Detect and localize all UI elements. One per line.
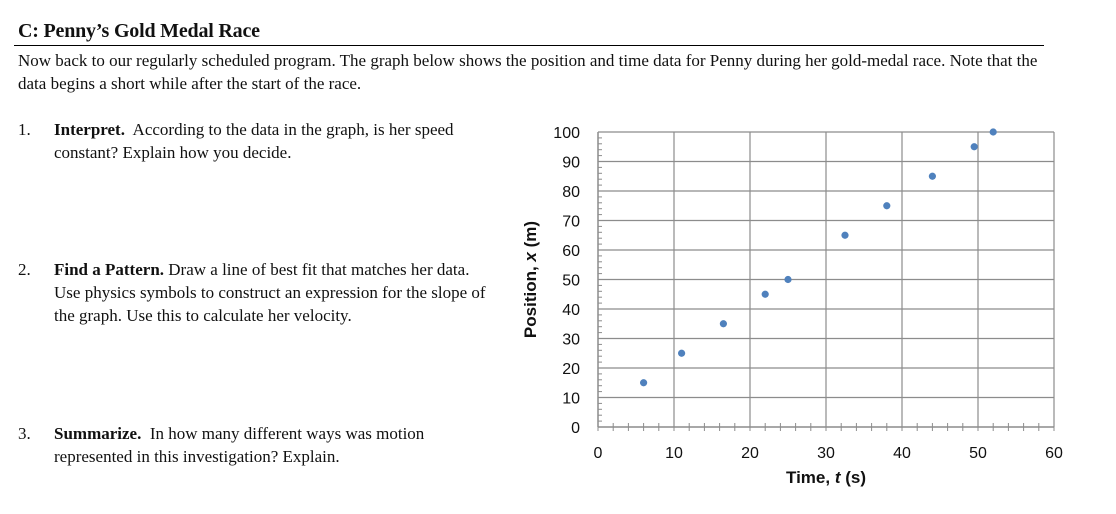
data-point (719, 320, 727, 328)
y-axis-label-var: x (521, 251, 540, 263)
y-tick-label: 90 (562, 155, 580, 172)
x-tick-label: 40 (893, 445, 911, 462)
y-tick-label: 20 (562, 361, 580, 378)
data-point (883, 202, 891, 210)
data-point (989, 128, 997, 136)
axes (597, 132, 1054, 428)
data-point (761, 290, 769, 298)
tick-labels: 0 10 20 30 40 50 60 70 80 90 100 0 10 20 30 40 50 60 (553, 125, 1063, 462)
x-tick-label: 50 (969, 445, 987, 462)
y-tick-label: 60 (562, 243, 580, 260)
data-points (640, 128, 997, 387)
y-tick-label: 30 (562, 332, 580, 349)
y-tick-label: 0 (571, 420, 580, 437)
data-point (784, 275, 792, 284)
question-number: 1. (18, 120, 31, 139)
section-heading: C: Penny’s Gold Medal Race (18, 20, 260, 42)
heading-divider (14, 45, 1044, 46)
y-axis-label-suffix: (m) (521, 221, 540, 252)
question-text: In how many different ways was motion re… (54, 424, 425, 466)
y-tick-label: 50 (562, 273, 580, 290)
data-point (970, 143, 978, 151)
y-axis-label-prefix: Position, (521, 262, 540, 339)
question-title: Find a Pattern. (54, 260, 165, 279)
question-title: Interpret. (54, 120, 125, 139)
y-tick-label: 10 (562, 391, 580, 408)
y-tick-label: 100 (553, 125, 580, 142)
question-title: Summarize. (54, 424, 142, 443)
question-number: 3. (18, 424, 31, 443)
x-axis-label: Time, t (s) (786, 468, 866, 487)
data-point (841, 231, 849, 239)
x-axis-label-var: t (835, 468, 842, 487)
intro-paragraph: Now back to our regularly scheduled prog… (18, 51, 1038, 93)
question-number: 2. (18, 260, 31, 279)
y-tick-label: 40 (562, 302, 580, 319)
data-point (928, 172, 936, 180)
x-tick-label: 60 (1045, 445, 1063, 462)
y-tick-label: 70 (562, 214, 580, 231)
x-axis-label-suffix: (s) (841, 468, 867, 487)
grid-lines (597, 131, 1055, 431)
y-axis-label: Position, x (m) (521, 221, 540, 338)
x-tick-label: 10 (665, 445, 683, 462)
x-tick-label: 30 (817, 445, 835, 462)
position-time-chart: 0 10 20 30 40 50 60 70 80 90 100 0 10 20 30 40 50 60 Time… (500, 115, 1080, 505)
x-axis-label-prefix: Time, (786, 468, 835, 487)
data-point (640, 379, 648, 387)
question-text: According to the data in the graph, is h… (54, 120, 454, 162)
x-tick-label: 0 (594, 445, 603, 462)
data-point (678, 349, 686, 357)
question-text: Draw a line of best fit that matches her… (54, 260, 486, 325)
chart-svg: 0 10 20 30 40 50 60 70 80 90 100 0 10 20 30 40 50 60 Time… (521, 125, 1063, 487)
x-tick-label: 20 (741, 445, 759, 462)
y-tick-label: 80 (562, 184, 580, 201)
